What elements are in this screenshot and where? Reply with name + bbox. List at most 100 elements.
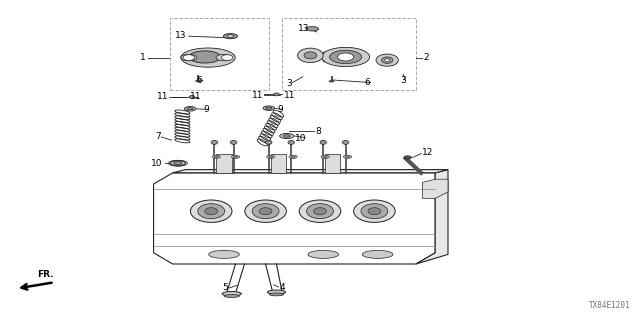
Ellipse shape	[304, 52, 317, 59]
Ellipse shape	[314, 208, 326, 215]
Ellipse shape	[189, 51, 221, 63]
Ellipse shape	[288, 140, 294, 144]
Ellipse shape	[266, 140, 272, 144]
Text: 10: 10	[295, 134, 307, 143]
Ellipse shape	[222, 292, 241, 296]
Ellipse shape	[224, 294, 239, 298]
Ellipse shape	[269, 156, 273, 158]
Ellipse shape	[198, 204, 225, 219]
Text: 7: 7	[155, 132, 161, 141]
Ellipse shape	[404, 156, 412, 159]
Ellipse shape	[268, 290, 285, 294]
Ellipse shape	[209, 251, 239, 259]
Ellipse shape	[321, 155, 330, 158]
Ellipse shape	[212, 155, 220, 158]
Polygon shape	[422, 179, 448, 198]
Bar	[216, 154, 232, 173]
Ellipse shape	[298, 48, 323, 63]
Text: 8: 8	[315, 127, 321, 136]
Ellipse shape	[263, 106, 275, 110]
Ellipse shape	[223, 34, 237, 39]
Ellipse shape	[385, 59, 390, 61]
Ellipse shape	[280, 133, 294, 139]
Ellipse shape	[289, 155, 298, 158]
Ellipse shape	[191, 200, 232, 222]
Ellipse shape	[338, 53, 354, 61]
Text: 9: 9	[203, 105, 209, 114]
Ellipse shape	[300, 200, 341, 222]
Ellipse shape	[205, 208, 218, 215]
Ellipse shape	[344, 155, 352, 158]
Text: 10: 10	[151, 159, 163, 168]
Text: TX84E1201: TX84E1201	[589, 301, 630, 310]
Ellipse shape	[259, 208, 272, 215]
Polygon shape	[416, 170, 448, 264]
Text: 11: 11	[190, 92, 202, 101]
Ellipse shape	[362, 251, 393, 259]
Polygon shape	[323, 51, 346, 62]
Ellipse shape	[361, 204, 388, 219]
Ellipse shape	[180, 48, 236, 67]
Ellipse shape	[291, 156, 296, 158]
Ellipse shape	[196, 80, 201, 82]
Bar	[271, 154, 286, 173]
Text: 13: 13	[298, 24, 309, 33]
Ellipse shape	[353, 200, 396, 222]
Ellipse shape	[233, 156, 238, 158]
Ellipse shape	[266, 107, 272, 109]
Ellipse shape	[368, 208, 381, 215]
Bar	[282, 18, 416, 90]
Ellipse shape	[184, 107, 196, 111]
Ellipse shape	[214, 156, 219, 158]
Ellipse shape	[329, 81, 334, 82]
Ellipse shape	[308, 251, 339, 259]
Text: 9: 9	[277, 105, 283, 114]
Ellipse shape	[320, 140, 326, 144]
Ellipse shape	[189, 96, 195, 99]
Text: 3: 3	[400, 76, 406, 84]
Ellipse shape	[306, 27, 319, 31]
Polygon shape	[173, 170, 448, 173]
Ellipse shape	[330, 50, 362, 64]
Text: 6: 6	[196, 76, 202, 85]
Ellipse shape	[322, 47, 370, 67]
Text: 1: 1	[140, 53, 145, 62]
Ellipse shape	[187, 108, 193, 110]
Text: 6: 6	[365, 78, 371, 87]
Text: 2: 2	[424, 53, 429, 62]
Ellipse shape	[232, 155, 239, 158]
Ellipse shape	[346, 156, 350, 158]
Bar	[325, 154, 340, 173]
Ellipse shape	[342, 140, 349, 144]
Ellipse shape	[174, 162, 182, 164]
Text: 11: 11	[157, 92, 169, 101]
Text: 11: 11	[284, 91, 295, 100]
Text: 11: 11	[252, 91, 263, 100]
Ellipse shape	[307, 204, 333, 219]
Polygon shape	[154, 173, 435, 264]
Text: 13: 13	[175, 31, 187, 40]
Ellipse shape	[230, 140, 237, 144]
Ellipse shape	[381, 57, 393, 63]
Ellipse shape	[170, 160, 186, 166]
Bar	[170, 18, 269, 90]
Ellipse shape	[269, 293, 284, 296]
Text: 12: 12	[422, 148, 434, 156]
Ellipse shape	[183, 55, 195, 60]
Ellipse shape	[227, 35, 234, 38]
Text: 3: 3	[287, 79, 292, 88]
Ellipse shape	[376, 54, 398, 66]
Ellipse shape	[252, 204, 279, 219]
Ellipse shape	[211, 140, 218, 144]
Text: 5: 5	[223, 284, 228, 292]
Ellipse shape	[244, 200, 287, 222]
Ellipse shape	[284, 135, 291, 137]
Ellipse shape	[221, 55, 233, 60]
Ellipse shape	[323, 156, 328, 158]
Ellipse shape	[181, 54, 197, 61]
Ellipse shape	[216, 54, 232, 61]
Ellipse shape	[274, 93, 280, 96]
Ellipse shape	[266, 155, 275, 158]
Text: FR.: FR.	[37, 270, 54, 279]
Text: 4: 4	[280, 284, 285, 292]
